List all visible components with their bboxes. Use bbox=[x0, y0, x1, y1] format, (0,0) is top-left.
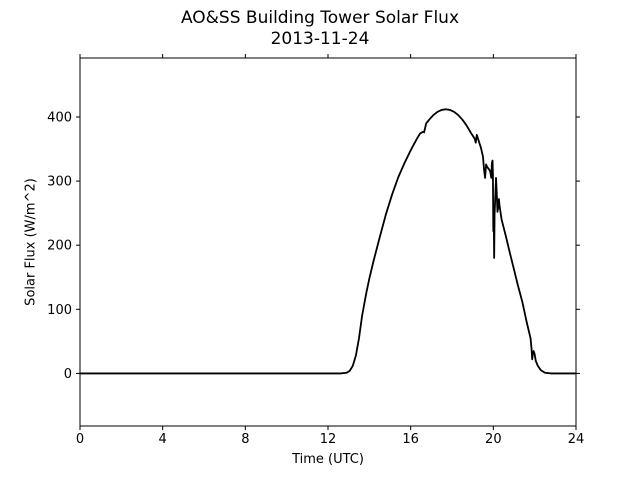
y-tick-label: 0 bbox=[64, 367, 72, 382]
series-layer bbox=[79, 108, 577, 375]
chart-subtitle: 2013-11-24 bbox=[270, 29, 370, 49]
solar-flux-line bbox=[79, 108, 577, 375]
x-tick-label: 0 bbox=[76, 432, 84, 447]
y-tick-label: 400 bbox=[47, 110, 72, 125]
x-axis-label: Time (UTC) bbox=[292, 452, 364, 467]
x-tick-label: 8 bbox=[241, 432, 249, 447]
y-tick-label: 100 bbox=[47, 303, 72, 318]
plot-frame bbox=[79, 57, 577, 427]
chart-title: AO&SS Building Tower Solar Flux bbox=[180, 8, 460, 28]
x-tick-label: 24 bbox=[568, 432, 585, 447]
x-tick-label: 16 bbox=[402, 432, 419, 447]
ticks-layer: 0 4 8 12 16 20 24 0 100 200 300 400 bbox=[47, 54, 584, 447]
x-tick-label: 12 bbox=[320, 432, 337, 447]
x-tick-label: 4 bbox=[159, 432, 167, 447]
y-tick-label: 200 bbox=[47, 239, 72, 254]
x-tick-label: 20 bbox=[485, 432, 502, 447]
y-axis-label: Solar Flux (W/m^2) bbox=[23, 178, 39, 306]
y-tick-label: 300 bbox=[47, 175, 72, 190]
